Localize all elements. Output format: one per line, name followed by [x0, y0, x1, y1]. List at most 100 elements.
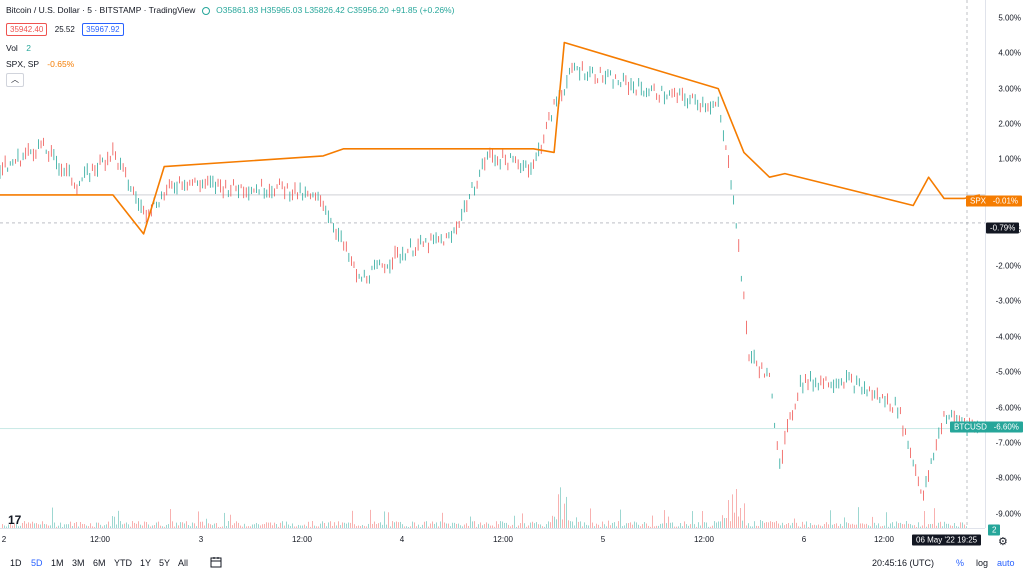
volume-bar	[774, 522, 775, 528]
volume-bar	[286, 521, 287, 528]
volume-bar	[142, 525, 143, 528]
volume-bar	[920, 526, 921, 528]
calendar-range-icon[interactable]	[210, 556, 222, 570]
volume-bar	[126, 522, 127, 528]
volume-bar	[222, 526, 223, 528]
price-axis[interactable]: 5.00%4.00%3.00%2.00%1.00%-1.00%-2.00%-3.…	[950, 0, 1024, 536]
volume-bar	[206, 518, 207, 528]
volume-bar	[702, 511, 703, 528]
volume-row: Vol 2	[6, 43, 31, 53]
log-toggle[interactable]: log	[976, 558, 989, 568]
auto-toggle[interactable]: auto	[997, 558, 1015, 568]
volume-bar	[560, 487, 561, 528]
time-axis[interactable]: 2 12:00 3 12:00 4 12:00 5 12:00 6 12:00 06 May '2…	[0, 528, 985, 551]
volume-bar	[922, 525, 923, 528]
volume-bar	[416, 526, 417, 528]
compare-value: -0.65%	[47, 59, 75, 69]
volume-bar	[494, 526, 495, 528]
volume-bar	[130, 526, 131, 528]
volume-bar	[388, 512, 389, 528]
volume-bar	[14, 523, 15, 528]
buy-button[interactable]: 35967.92	[82, 23, 124, 36]
volume-bar	[692, 511, 693, 528]
volume-bar	[520, 523, 521, 528]
volume-bar	[954, 523, 955, 528]
time-tick-label: 12:00	[873, 535, 895, 544]
volume-bar	[712, 525, 713, 528]
gear-icon[interactable]: ⚙	[998, 536, 1008, 548]
period-button-1y[interactable]: 1Y	[140, 558, 152, 568]
volume-bar	[370, 509, 371, 528]
volume-label[interactable]: Vol	[6, 43, 18, 53]
period-button-ytd[interactable]: YTD	[114, 558, 132, 568]
volume-bar	[908, 523, 909, 528]
period-button-5y[interactable]: 5Y	[159, 558, 171, 568]
volume-bar	[374, 521, 375, 528]
volume-bar	[132, 521, 133, 528]
period-button-1d[interactable]: 1D	[10, 558, 22, 568]
volume-bar	[468, 525, 469, 528]
volume-bar	[42, 521, 43, 528]
volume-bar	[24, 521, 25, 528]
volume-bar	[616, 526, 617, 528]
period-button-6m[interactable]: 6M	[93, 558, 106, 568]
period-button-3m[interactable]: 3M	[72, 558, 85, 568]
price-tick-label: 5.00%	[998, 13, 1021, 23]
volume-bar	[772, 521, 773, 528]
utc-clock[interactable]: 20:45:16 (UTC)	[872, 558, 935, 568]
sell-button[interactable]: 35942.40	[6, 23, 48, 36]
volume-bar	[570, 521, 571, 528]
volume-bar	[840, 523, 841, 528]
volume-bar	[188, 524, 189, 528]
time-tick-label: 12:00	[291, 535, 313, 544]
volume-bar	[192, 522, 193, 528]
volume-bar	[16, 524, 17, 528]
volume-bar	[566, 496, 567, 528]
volume-bar	[72, 526, 73, 528]
volume-bar	[766, 522, 767, 528]
volume-bar	[778, 523, 779, 528]
volume-bar	[894, 526, 895, 528]
volume-bar	[404, 526, 405, 528]
volume-bar	[346, 523, 347, 528]
volume-bar	[736, 489, 737, 528]
price-tick-label: 3.00%	[998, 84, 1021, 94]
volume-bar	[496, 521, 497, 528]
volume-bar	[184, 523, 185, 528]
volume-bar	[342, 522, 343, 528]
compare-symbol-label[interactable]: SPX, SP	[6, 59, 39, 69]
chevron-up-icon[interactable]: ︿	[6, 73, 24, 87]
period-button-1m[interactable]: 1M	[51, 558, 64, 568]
volume-bar	[180, 522, 181, 528]
volume-bar	[154, 525, 155, 528]
symbol-title[interactable]: Bitcoin / U.S. Dollar · 5 · BITSTAMP · T…	[6, 5, 196, 15]
volume-bar	[526, 526, 527, 528]
volume-bar	[618, 521, 619, 528]
percent-toggle[interactable]: %	[956, 558, 965, 568]
chart-area[interactable]: 17 Bitcoin / U.S. Dollar · 5 · BITSTAMP …	[0, 0, 985, 528]
volume-bar	[320, 523, 321, 528]
time-tick-label: 5	[600, 535, 606, 544]
volume-bar	[350, 522, 351, 528]
chart-canvas[interactable]: 17	[0, 0, 985, 528]
volume-bar	[54, 522, 55, 528]
volume-bar	[962, 522, 963, 528]
volume-bar	[336, 525, 337, 528]
volume-bar	[10, 523, 11, 528]
volume-bar	[600, 526, 601, 528]
volume-bar	[278, 526, 279, 528]
volume-bar	[378, 523, 379, 528]
volume-bar	[310, 526, 311, 528]
volume-bar	[642, 524, 643, 528]
volume-bar	[694, 524, 695, 528]
volume-bar	[944, 521, 945, 528]
volume-bar	[834, 524, 835, 528]
volume-bar	[376, 524, 377, 528]
ohlc-low: L35826.42	[304, 5, 345, 15]
volume-bar	[870, 526, 871, 528]
volume-bar	[770, 521, 771, 528]
period-button-all[interactable]: All	[178, 558, 189, 568]
volume-bar	[486, 522, 487, 528]
period-button-5d[interactable]: 5D	[31, 558, 43, 568]
volume-bar	[924, 511, 925, 528]
